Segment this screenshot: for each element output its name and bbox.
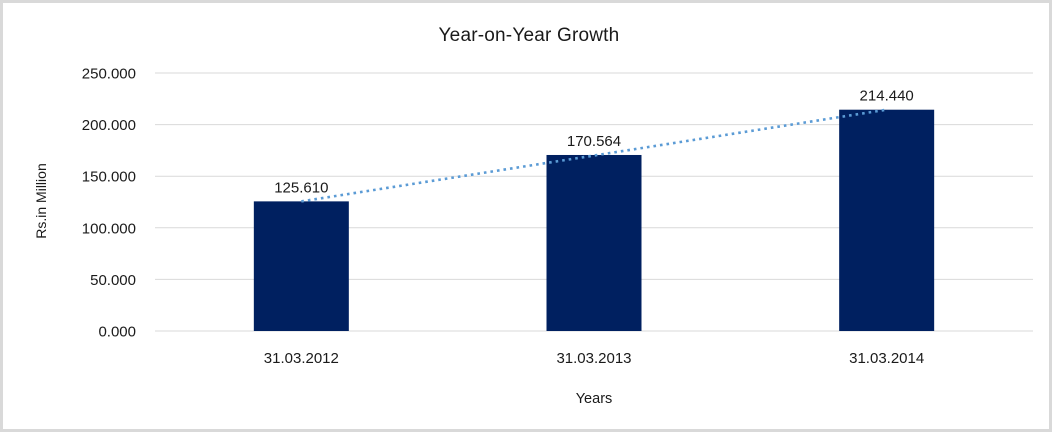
x-axis-category-label: 31.03.2013 xyxy=(556,350,631,367)
bar xyxy=(839,109,935,331)
bar xyxy=(253,201,349,331)
chart-title: Year-on-Year Growth xyxy=(438,25,620,46)
x-axis-title: Years xyxy=(575,391,613,407)
y-axis-tick-label: 150.000 xyxy=(82,169,136,186)
bar xyxy=(546,154,642,331)
y-axis-tick-label: 250.000 xyxy=(82,66,136,83)
y-axis-tick-label: 50.000 xyxy=(90,272,136,289)
bar-data-label: 170.564 xyxy=(567,133,621,150)
x-axis-category-label: 31.03.2012 xyxy=(264,350,339,367)
y-axis-tick-label: 100.000 xyxy=(82,220,136,237)
bar-chart-plot-area: 0.000 50.000 100.000 150.000 200.000 250.000 1… xyxy=(82,66,1033,367)
bar-data-label: 125.610 xyxy=(274,179,328,196)
y-axis-tick-label: 0.000 xyxy=(98,324,136,341)
x-axis-category-label: 31.03.2014 xyxy=(849,350,924,367)
bar-data-label: 214.440 xyxy=(860,88,914,105)
y-axis-tick-label: 200.000 xyxy=(82,117,136,134)
